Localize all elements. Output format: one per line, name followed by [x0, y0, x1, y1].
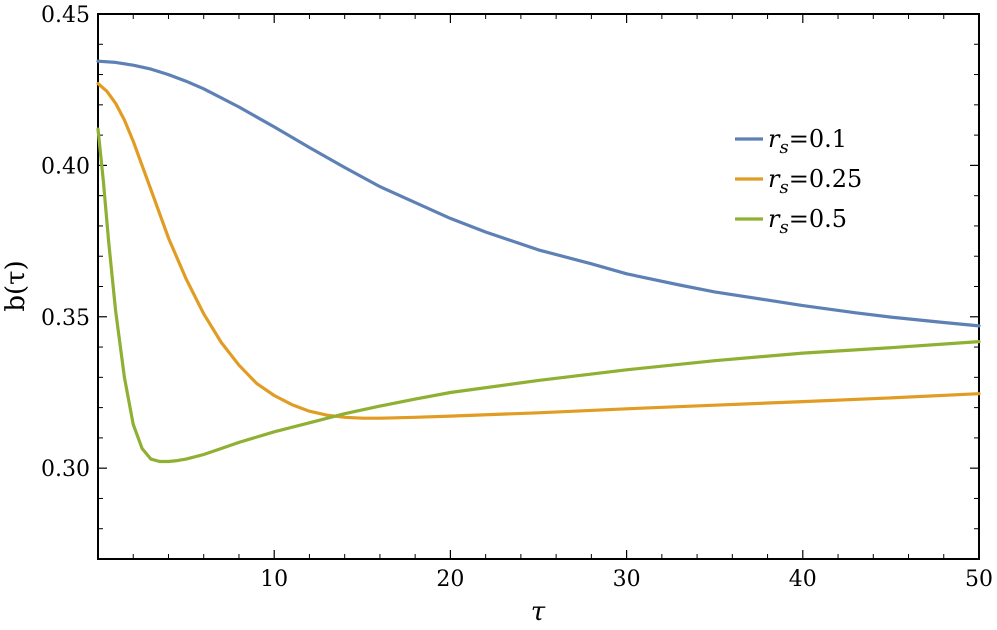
- y-tick-label: 0.35: [41, 306, 90, 331]
- series-line-3: [96, 127, 981, 464]
- legend-subscript: s: [779, 137, 788, 158]
- x-tick-label: 20: [436, 567, 464, 592]
- legend-value: =0.1: [789, 125, 847, 153]
- x-axis-label: τ: [531, 597, 546, 627]
- plot-frame: [97, 13, 980, 560]
- x-tick-label: 40: [789, 567, 817, 592]
- y-tick-label: 0.45: [41, 3, 90, 28]
- legend-label: rs=0.1: [768, 125, 847, 158]
- legend-variable: r: [768, 165, 781, 193]
- axis-ticks: 10 20 30 40 50 0.30 0.35 0.40 0.45: [41, 3, 993, 592]
- legend-label: rs=0.5: [768, 205, 847, 238]
- y-tick-label: 0.30: [41, 457, 90, 482]
- legend-value: =0.5: [789, 205, 847, 233]
- series-line-2: [96, 82, 981, 420]
- legend-subscript: s: [779, 217, 788, 238]
- x-tick-label: 10: [260, 567, 288, 592]
- legend-variable: r: [768, 205, 781, 233]
- y-axis-label: b(τ): [1, 260, 31, 311]
- y-tick-label: 0.40: [41, 154, 90, 179]
- legend-value: =0.25: [789, 165, 863, 193]
- series-line-1: [96, 59, 981, 328]
- x-tick-label: 30: [613, 567, 641, 592]
- series-lines: [96, 59, 981, 464]
- legend-label: rs=0.25: [768, 165, 862, 198]
- legend-variable: r: [768, 125, 781, 153]
- legend-subscript: s: [779, 177, 788, 198]
- x-tick-label: 50: [965, 567, 993, 592]
